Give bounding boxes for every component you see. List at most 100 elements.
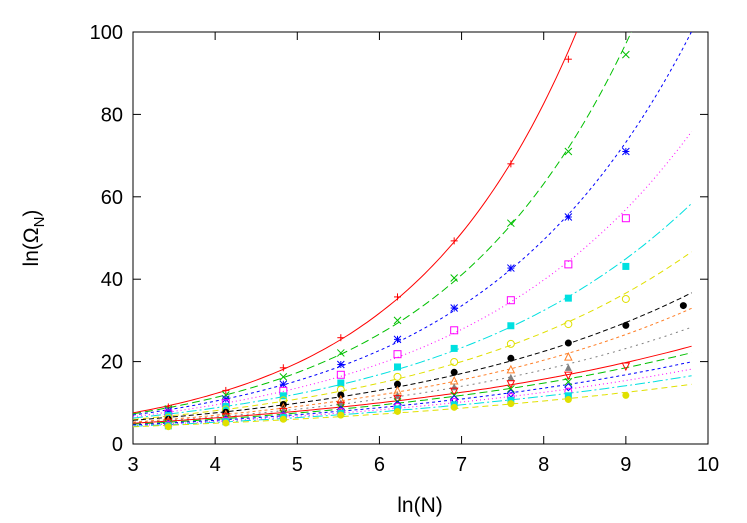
data-point [393,316,402,325]
data-point [221,395,230,403]
data-point [506,339,515,348]
data-point [393,395,402,404]
data-point [622,50,630,59]
data-markers [164,50,687,431]
fit-curve [133,32,692,416]
fit-curve [133,352,692,425]
data-point [564,147,573,156]
x-axis: 3 4 5 6 7 8 9 10 [127,32,719,476]
data-point [450,304,459,312]
data-point [450,358,459,367]
fit-curve [133,32,578,414]
data-point [622,391,630,399]
data-point [621,294,630,303]
y-tick-label: 100 [90,22,123,44]
data-point [564,339,572,347]
data-point [507,354,515,362]
data-point [564,392,572,400]
data-point [337,334,345,342]
y-tick-label: 0 [112,434,123,456]
data-point [222,403,230,411]
y-tick-label: 20 [101,352,123,374]
data-point [394,363,401,371]
data-point [450,403,458,411]
fit-curve [133,292,692,421]
data-point [394,380,401,388]
data-point [564,382,573,392]
fit-curves [133,32,693,428]
data-point [507,160,515,168]
fit-curve [133,383,692,428]
data-point [622,321,630,329]
data-point [506,380,516,389]
data-point [622,147,630,156]
x-tick-label: 6 [374,454,385,476]
data-point [337,399,345,407]
data-point [564,396,572,404]
fit-curve [133,251,692,420]
data-point [336,370,345,379]
x-tick-label: 4 [210,454,221,476]
y-axis-label-sub: N [31,217,48,228]
data-point [394,407,401,415]
fit-curve [133,32,632,415]
data-point [564,371,573,381]
data-point [507,219,515,228]
data-point [450,344,458,352]
data-point [564,55,572,63]
fit-curve [133,345,692,424]
data-point [222,386,230,394]
data-point [564,377,573,386]
fit-curve [133,203,692,419]
data-point [279,372,288,381]
x-tick-label: 10 [697,454,719,476]
data-point [507,384,515,393]
data-point [337,379,345,387]
data-point [450,237,458,245]
data-point [394,293,401,301]
data-point [336,360,345,369]
data-point [450,326,459,335]
data-point [564,260,573,269]
y-axis-label-close: ) [20,210,43,217]
data-point [337,411,345,419]
y-tick-label: 40 [101,269,123,291]
data-point [164,412,172,420]
data-point [506,296,515,305]
data-point [393,372,402,381]
data-point [506,389,516,398]
data-point [393,335,402,344]
data-point [450,368,458,376]
data-point [506,364,516,374]
x-tick-label: 7 [456,454,467,476]
y-axis-label: ln(ΩN) [20,210,48,267]
data-point [336,349,345,357]
x-tick-label: 3 [127,454,138,476]
data-point [164,423,172,431]
x-tick-label: 9 [620,454,631,476]
data-point [393,350,402,359]
plot-frame [132,31,709,445]
data-point [279,392,287,400]
data-point [564,320,573,329]
y-axis-label-base: ln(Ω [20,227,43,266]
data-point [507,264,515,272]
data-point [621,214,630,223]
data-point [507,322,515,330]
data-point [279,380,288,389]
data-point [564,352,573,361]
data-point [450,274,459,282]
data-point [679,302,687,310]
y-tick-label: 60 [101,187,123,209]
y-axis: 0 20 40 60 80 100 [90,22,708,456]
x-tick-label: 5 [292,454,303,476]
data-point [507,400,515,408]
data-point [449,387,459,397]
data-point [507,373,515,381]
data-point [279,364,287,372]
data-point [564,363,572,371]
data-point [564,213,573,221]
data-point [279,415,287,423]
data-point [222,419,230,427]
